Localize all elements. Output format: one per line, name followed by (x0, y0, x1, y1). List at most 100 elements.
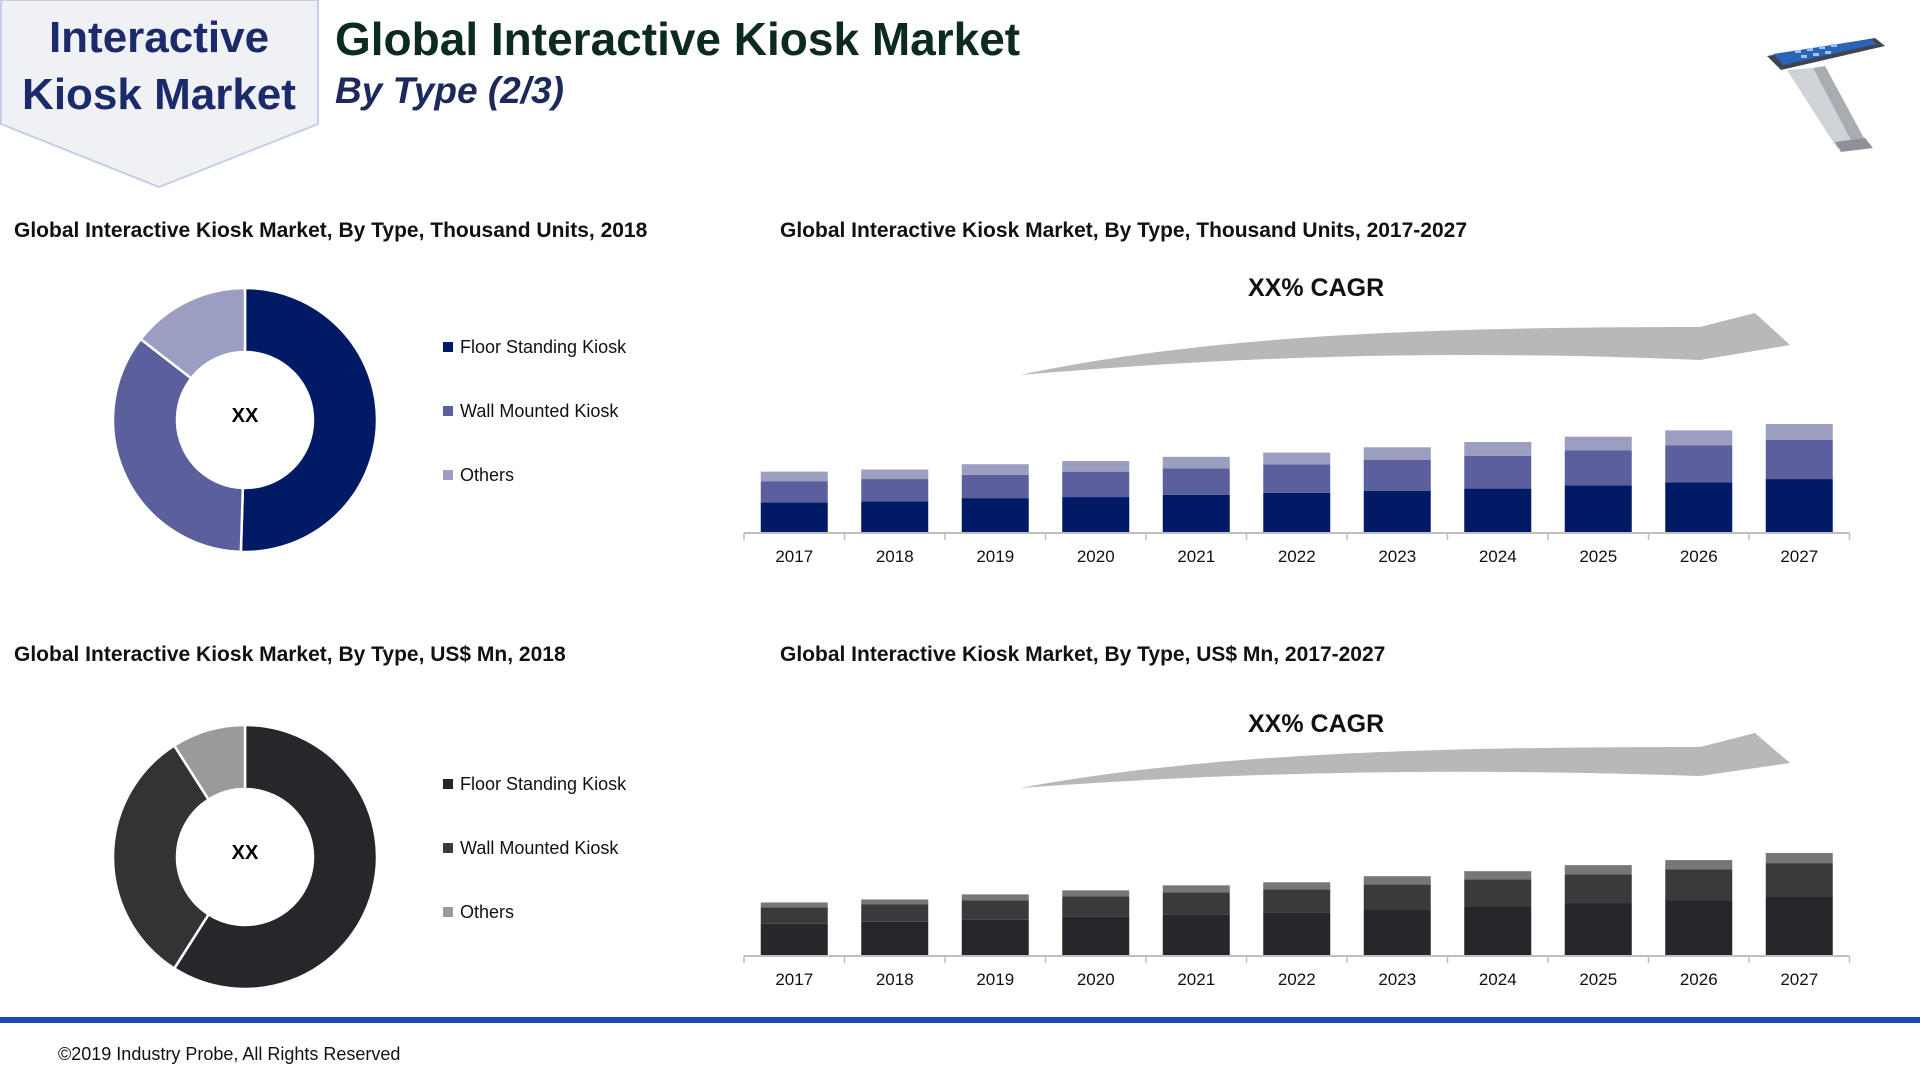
bar-segment-others-2020 (1062, 890, 1130, 897)
bar-segment-wall-mounted-kiosk-2027 (1765, 439, 1833, 480)
x-tick-label-2018: 2018 (876, 970, 914, 989)
x-tick-label-2020: 2020 (1077, 970, 1115, 989)
legend-label: Floor Standing Kiosk (460, 337, 627, 357)
bar-segment-others-2021 (1162, 456, 1230, 469)
bar-segment-others-2019 (961, 464, 1029, 475)
bar-segment-floor-standing-kiosk-2020 (1062, 916, 1130, 955)
legend-swatch-others (443, 907, 453, 918)
x-tick-label-2019: 2019 (976, 970, 1014, 989)
value-donut-chart (111, 723, 379, 991)
bar-segment-wall-mounted-kiosk-2018 (861, 904, 929, 922)
donut-slice-floor-standing-kiosk (239, 286, 379, 554)
legend-swatch-floor-standing (443, 779, 453, 790)
bar-segment-floor-standing-kiosk-2026 (1665, 900, 1733, 955)
bar-segment-wall-mounted-kiosk-2018 (861, 479, 929, 502)
bar-segment-floor-standing-kiosk-2021 (1162, 494, 1230, 532)
legend-label: Wall Mounted Kiosk (460, 401, 619, 421)
bar-segment-wall-mounted-kiosk-2027 (1765, 863, 1833, 897)
bar-segment-others-2021 (1162, 885, 1230, 893)
x-tick-label-2021: 2021 (1177, 970, 1215, 989)
x-tick-label-2023: 2023 (1378, 970, 1416, 989)
legend-item-floor-standing: Floor Standing Kiosk (443, 774, 626, 795)
bar-segment-floor-standing-kiosk-2018 (861, 921, 929, 955)
bar-segment-wall-mounted-kiosk-2021 (1162, 468, 1230, 495)
bar-segment-others-2024 (1464, 871, 1532, 880)
units-donut-chart (111, 286, 379, 554)
legend-swatch-wall-mounted (443, 406, 453, 417)
bar-segment-floor-standing-kiosk-2025 (1564, 903, 1632, 955)
bar-segment-others-2022 (1263, 452, 1331, 465)
units-cagr-label: XX% CAGR (1248, 274, 1385, 302)
bar-segment-floor-standing-kiosk-2020 (1062, 497, 1130, 532)
bar-segment-wall-mounted-kiosk-2017 (760, 481, 828, 503)
units-bar-chart: 2017 2018 2019 2020 2021 2022 2023 2024 2025 2026… (743, 424, 1851, 566)
donut-slice-floor-standing-kiosk (172, 723, 379, 991)
bar-segment-floor-standing-kiosk-2024 (1464, 488, 1532, 532)
bar-segment-others-2023 (1363, 447, 1431, 460)
x-tick-label-2022: 2022 (1278, 547, 1316, 566)
bar-segment-wall-mounted-kiosk-2020 (1062, 896, 1130, 917)
x-tick-label-2020: 2020 (1077, 547, 1115, 566)
bar-segment-wall-mounted-kiosk-2026 (1665, 869, 1733, 901)
units-legend: Floor Standing Kiosk Wall Mounted Kiosk … (443, 337, 663, 487)
bar-segment-wall-mounted-kiosk-2020 (1062, 471, 1130, 498)
units-bar-title: Global Interactive Kiosk Market, By Type… (780, 219, 1468, 242)
donut-slice-others (172, 723, 247, 802)
x-tick-label-2022: 2022 (1278, 970, 1316, 989)
bar-segment-wall-mounted-kiosk-2022 (1263, 464, 1331, 493)
bar-segment-wall-mounted-kiosk-2017 (760, 907, 828, 924)
legend-label: Others (460, 465, 515, 485)
value-legend: Floor Standing Kiosk Wall Mounted Kiosk … (443, 774, 663, 924)
x-tick-label-2024: 2024 (1479, 970, 1517, 989)
x-tick-label-2021: 2021 (1177, 547, 1215, 566)
bar-segment-wall-mounted-kiosk-2024 (1464, 455, 1532, 489)
value-cagr-arrow-icon (1020, 733, 1790, 788)
value-bar-chart: 2017 2018 2019 2020 2021 2022 2023 2024 2025 2026… (743, 853, 1851, 989)
bar-segment-floor-standing-kiosk-2022 (1263, 912, 1331, 955)
footer-divider (0, 1017, 1920, 1023)
legend-swatch-floor-standing (443, 342, 453, 353)
legend-item-wall-mounted: Wall Mounted Kiosk (443, 401, 618, 422)
units-donut-center-label: XX (231, 405, 259, 427)
bar-segment-floor-standing-kiosk-2018 (861, 501, 929, 532)
bar-segment-floor-standing-kiosk-2021 (1162, 914, 1230, 955)
bar-segment-others-2022 (1263, 882, 1331, 890)
section-badge: Interactive Kiosk Market (0, 0, 320, 195)
page-subtitle: By Type (2/3) (335, 70, 564, 111)
bar-segment-others-2026 (1665, 860, 1733, 870)
bar-segment-others-2018 (861, 899, 929, 905)
bar-segment-wall-mounted-kiosk-2019 (961, 900, 1029, 920)
legend-item-wall-mounted: Wall Mounted Kiosk (443, 838, 618, 859)
bar-segment-floor-standing-kiosk-2017 (760, 923, 828, 955)
legend-item-others: Others (443, 465, 514, 486)
badge-shape (0, 0, 319, 189)
bar-segment-wall-mounted-kiosk-2022 (1263, 889, 1331, 913)
bar-segment-others-2019 (961, 894, 1029, 901)
bar-segment-wall-mounted-kiosk-2021 (1162, 892, 1230, 915)
bar-segment-floor-standing-kiosk-2027 (1765, 896, 1833, 955)
bar-segment-floor-standing-kiosk-2023 (1363, 490, 1431, 532)
bar-segment-others-2023 (1363, 876, 1431, 885)
bar-segment-floor-standing-kiosk-2026 (1665, 482, 1733, 532)
bar-segment-others-2025 (1564, 436, 1632, 451)
bar-segment-others-2027 (1765, 424, 1833, 440)
donut-slice-wall-mounted-kiosk (111, 743, 211, 971)
legend-swatch-wall-mounted (443, 843, 453, 854)
bar-segment-others-2017 (760, 471, 828, 482)
x-tick-label-2019: 2019 (976, 547, 1014, 566)
bar-segment-floor-standing-kiosk-2024 (1464, 906, 1532, 955)
value-donut-title: Global Interactive Kiosk Market, By Type… (14, 643, 566, 666)
bar-segment-others-2026 (1665, 430, 1733, 446)
x-tick-label-2026: 2026 (1680, 970, 1718, 989)
x-tick-label-2025: 2025 (1579, 970, 1617, 989)
x-tick-label-2027: 2027 (1780, 547, 1818, 566)
bar-segment-wall-mounted-kiosk-2025 (1564, 450, 1632, 486)
bar-segment-others-2027 (1765, 853, 1833, 864)
bar-segment-floor-standing-kiosk-2022 (1263, 492, 1331, 532)
x-tick-label-2025: 2025 (1579, 547, 1617, 566)
x-tick-label-2027: 2027 (1780, 970, 1818, 989)
x-tick-label-2024: 2024 (1479, 547, 1517, 566)
legend-label: Others (460, 902, 515, 922)
units-donut-title: Global Interactive Kiosk Market, By Type… (14, 219, 648, 242)
bar-segment-others-2017 (760, 902, 828, 908)
